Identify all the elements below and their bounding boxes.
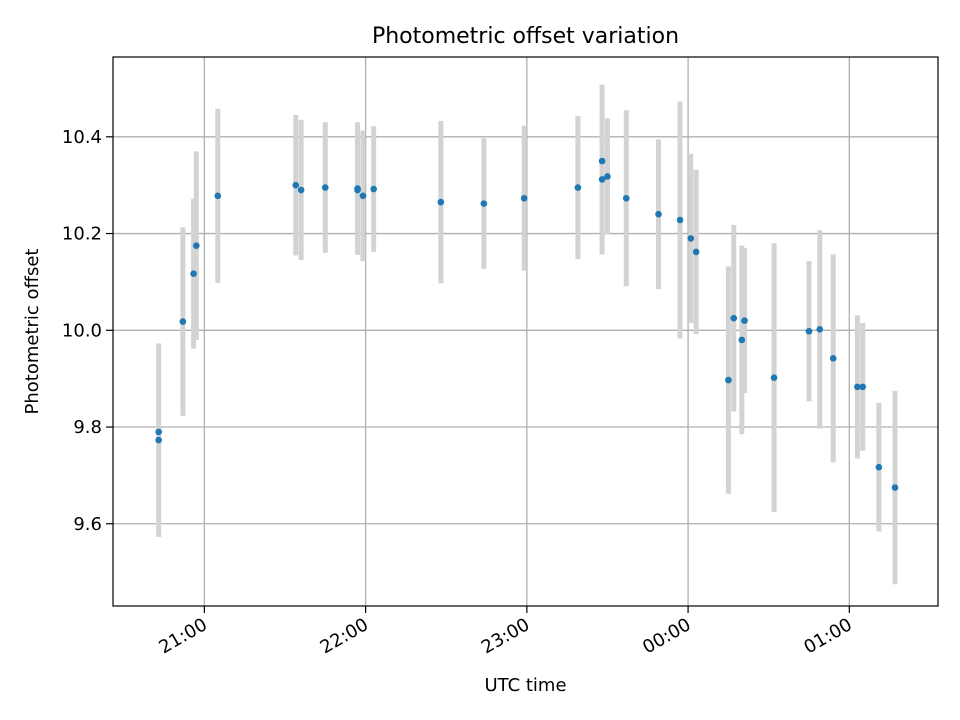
data-point [321, 184, 329, 191]
y-tick-label: 10.0 [62, 320, 102, 341]
y-tick-label: 9.6 [73, 514, 102, 535]
data-point [770, 374, 778, 381]
data-point [190, 270, 197, 277]
data-point [520, 194, 528, 202]
data-point [741, 317, 748, 324]
plot-frame [112, 56, 939, 607]
data-point [193, 242, 200, 249]
data-point [816, 326, 824, 333]
y-axis-label: Photometric offset [22, 249, 43, 415]
data-point [891, 484, 899, 491]
data-point [292, 181, 300, 189]
data-point [574, 184, 582, 191]
data-point [214, 192, 222, 200]
y-tick-label: 9.8 [73, 417, 102, 438]
data-point [354, 186, 361, 194]
data-point [859, 383, 867, 391]
data-point [692, 248, 700, 256]
chart-title: Photometric offset variation [372, 24, 679, 49]
data-point [370, 185, 377, 193]
data-point [725, 376, 732, 384]
data-point [875, 463, 883, 471]
x-axis-label: UTC time [484, 675, 566, 696]
data-point [598, 176, 606, 183]
grid-layer [113, 57, 938, 606]
data-point [155, 436, 162, 444]
data-point [655, 210, 662, 218]
y-axis-ticks: 9.6 9.8 10.0 10.2 10.4 [62, 127, 113, 535]
data-point [738, 336, 746, 344]
data-point [297, 186, 305, 194]
data-point [805, 327, 813, 335]
data-point [687, 235, 695, 242]
data-point [155, 428, 162, 436]
data-point [480, 200, 488, 207]
marker-layer [155, 157, 899, 491]
data-point [676, 216, 684, 224]
y-tick-label: 10.4 [62, 127, 102, 148]
data-point [604, 173, 611, 180]
data-point [179, 318, 187, 325]
data-point [730, 314, 738, 322]
data-point [622, 194, 630, 202]
data-point [437, 198, 445, 206]
y-tick-label: 10.2 [62, 224, 102, 245]
data-point [829, 355, 837, 362]
data-point [598, 157, 606, 165]
data-point [854, 383, 861, 391]
data-point [359, 192, 367, 200]
